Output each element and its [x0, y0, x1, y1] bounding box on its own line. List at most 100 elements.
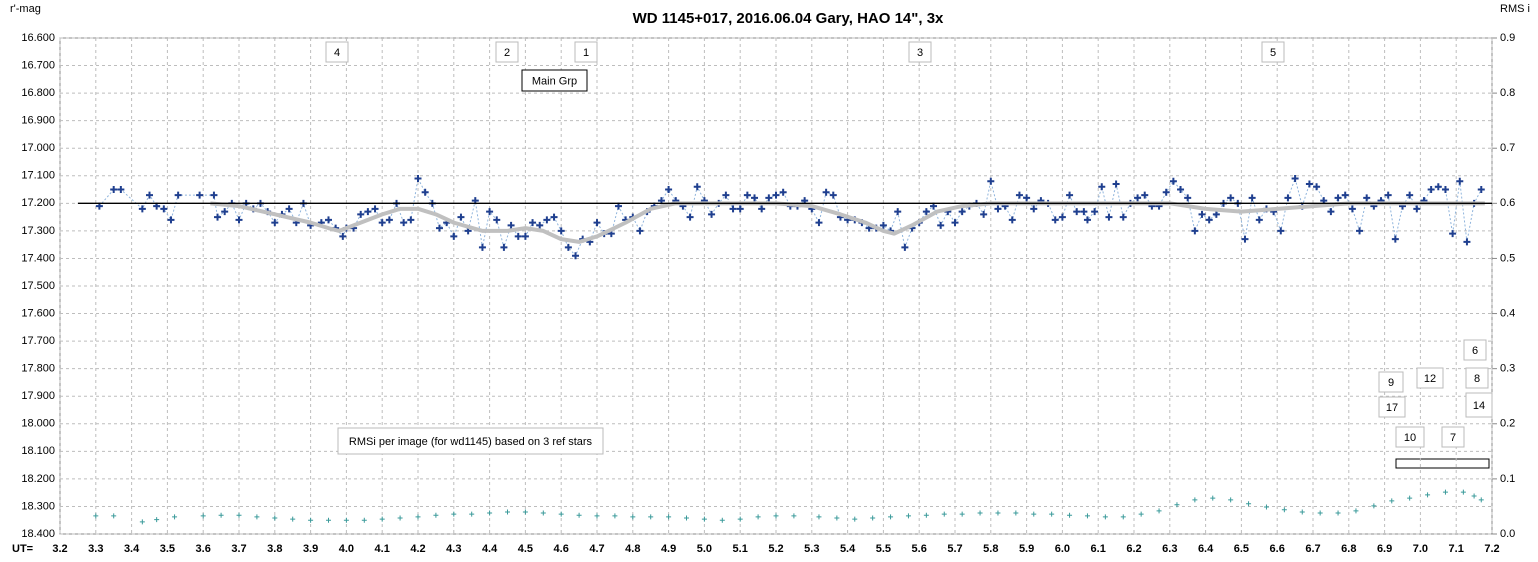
data-point [1119, 213, 1127, 221]
data-point [1284, 194, 1292, 202]
rms-point [1067, 512, 1073, 518]
data-point [572, 252, 580, 260]
data-point [1406, 191, 1414, 199]
rms-point [1192, 497, 1198, 503]
y-tick-label: 18.400 [21, 528, 55, 540]
annotation: 7 [1450, 432, 1456, 444]
data-connector [99, 176, 1482, 257]
annotation-box [1465, 392, 1493, 418]
data-point [371, 205, 379, 213]
rms-point [200, 513, 206, 519]
rms-point [773, 513, 779, 519]
rms-point [1049, 511, 1055, 517]
annotation: 4 [334, 47, 340, 59]
x-tick-label: 7.2 [1484, 543, 1499, 555]
annotation: 9 [1388, 377, 1394, 389]
rms-point [941, 511, 947, 517]
data-point [378, 219, 386, 227]
data-point [486, 208, 494, 216]
data-point [564, 243, 572, 251]
annotation-box [1465, 367, 1489, 389]
annotation-box [1395, 426, 1425, 448]
rms-point [612, 513, 618, 519]
x-tick-label: 5.0 [697, 543, 712, 555]
data-point [1198, 210, 1206, 218]
x-tick-label: 6.1 [1091, 543, 1106, 555]
data-point [1083, 216, 1091, 224]
data-point [751, 194, 759, 202]
rms-point [701, 516, 707, 522]
data-point [951, 219, 959, 227]
rms-point [469, 511, 475, 517]
y2-tick-label: 0.8 [1500, 87, 1515, 99]
data-point [1058, 213, 1066, 221]
rms-point [172, 514, 178, 520]
data-point [493, 216, 501, 224]
annotation-box [1261, 41, 1285, 63]
data-point [1434, 183, 1442, 191]
rms-point [959, 511, 965, 517]
y2-tick-label: 0.1 [1500, 473, 1515, 485]
y-tick-label: 17.800 [21, 363, 55, 375]
data-point [1191, 227, 1199, 235]
rms-point [1102, 514, 1108, 520]
rms-point [1174, 502, 1180, 508]
rms-point [1084, 513, 1090, 519]
rms-point [1228, 497, 1234, 503]
data-point [1348, 205, 1356, 213]
data-point [1241, 235, 1249, 243]
rms-point [361, 517, 367, 523]
data-point [478, 243, 486, 251]
y-tick-label: 18.300 [21, 500, 55, 512]
data-point [117, 186, 125, 194]
rms-point [1299, 509, 1305, 515]
annotation-box [495, 41, 519, 63]
rms-point [1371, 503, 1377, 509]
rms-point [1156, 508, 1162, 514]
x-tick-label: 5.6 [912, 543, 927, 555]
annotation: 1 [583, 47, 589, 59]
data-point [743, 191, 751, 199]
data-point [325, 216, 332, 224]
rms-point [1460, 489, 1466, 495]
rms-point [540, 510, 546, 516]
rms-point [1263, 504, 1269, 510]
rms-point [923, 512, 929, 518]
data-point [1105, 213, 1113, 221]
x-tick-label: 6.5 [1234, 543, 1249, 555]
x-tick-label: 6.4 [1198, 543, 1214, 555]
data-point [1291, 175, 1299, 183]
annotation: 2 [504, 47, 510, 59]
data-point [1134, 194, 1142, 202]
data-point [1248, 194, 1256, 202]
rms-point [290, 516, 296, 522]
data-point [400, 219, 408, 227]
annotation: 17 [1386, 402, 1398, 414]
data-point [822, 188, 830, 196]
rms-point [326, 517, 331, 523]
y2-tick-label: 0.9 [1500, 32, 1515, 44]
data-point [285, 205, 293, 213]
rms-point [737, 516, 743, 522]
data-point [160, 205, 168, 213]
x-tick-label: 3.7 [231, 543, 246, 555]
data-point [901, 243, 909, 251]
rms-point [1478, 497, 1484, 503]
data-point [1091, 208, 1099, 216]
data-point [146, 191, 153, 199]
data-point [693, 183, 701, 191]
data-point [1449, 230, 1457, 238]
x-tick-label: 4.3 [446, 543, 461, 555]
rms-point [433, 512, 439, 518]
y2-tick-label: 0.2 [1500, 418, 1515, 430]
y-tick-label: 18.100 [21, 445, 55, 457]
rms-point [522, 509, 528, 515]
data-point [167, 216, 175, 224]
rms-point [1317, 510, 1323, 516]
y-tick-label: 16.600 [21, 32, 55, 44]
data-point [1313, 183, 1321, 191]
data-point [1015, 191, 1023, 199]
y-tick-label: 17.600 [21, 307, 55, 319]
rms-point [505, 509, 510, 515]
rms-point [1031, 511, 1037, 517]
